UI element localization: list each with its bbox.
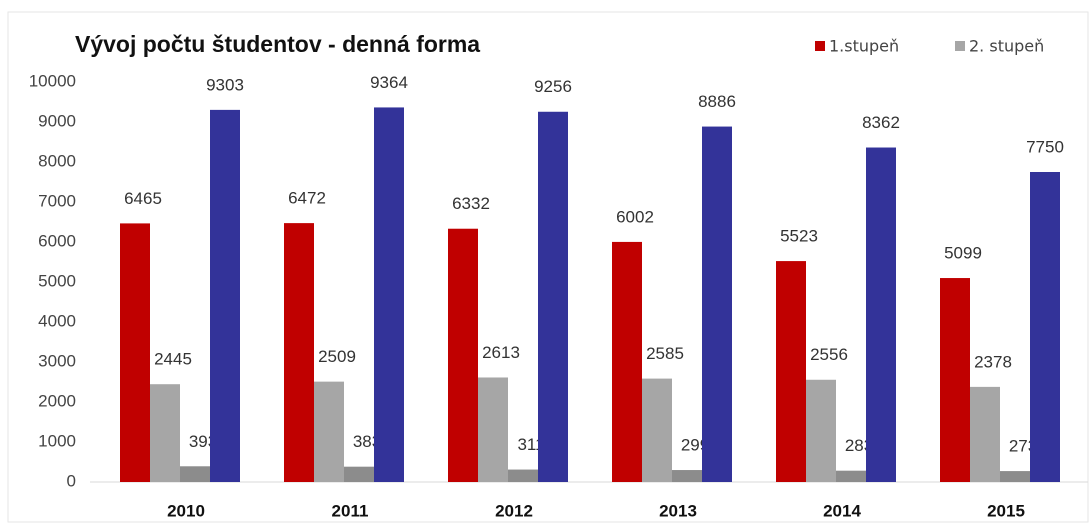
bar — [344, 466, 374, 482]
data-label: 8886 — [698, 92, 736, 111]
y-tick-label: 10000 — [29, 71, 76, 90]
data-label: 9256 — [534, 77, 572, 96]
x-tick-label: 2014 — [823, 501, 861, 520]
bar — [150, 384, 180, 482]
chart-title: Vývoj počtu študentov - denná forma — [75, 31, 480, 57]
bar — [1030, 172, 1060, 482]
y-tick-label: 9000 — [38, 111, 76, 130]
bar — [538, 111, 568, 482]
data-label: 6472 — [288, 189, 326, 208]
bar — [1000, 471, 1030, 482]
y-tick-label: 5000 — [38, 271, 76, 290]
bar — [612, 241, 642, 482]
bar — [940, 278, 970, 482]
bar — [776, 261, 806, 482]
bar — [374, 107, 404, 482]
bar — [120, 223, 150, 482]
x-tick-label: 2011 — [332, 501, 369, 520]
bar — [702, 126, 732, 482]
y-tick-label: 3000 — [38, 351, 76, 370]
bar — [866, 147, 896, 482]
data-label: 2613 — [482, 343, 520, 362]
y-tick-label: 4000 — [38, 311, 76, 330]
chart-border — [7, 11, 1089, 523]
data-label: 2556 — [810, 345, 848, 364]
bar — [448, 228, 478, 482]
bar — [836, 470, 866, 482]
bar — [478, 377, 508, 482]
data-label: 2509 — [318, 347, 356, 366]
y-tick-label: 2000 — [38, 391, 76, 410]
data-label: 2585 — [646, 344, 684, 363]
y-tick-label: 7000 — [38, 191, 76, 210]
bar — [672, 470, 702, 482]
y-tick-label: 8000 — [38, 151, 76, 170]
data-label: 2378 — [974, 352, 1012, 371]
y-tick-label: 0 — [67, 471, 76, 490]
data-label: 6465 — [124, 189, 162, 208]
x-tick-label: 2012 — [495, 501, 533, 520]
data-label: 6332 — [452, 194, 490, 213]
legend-swatch — [955, 41, 965, 51]
bar — [508, 469, 538, 482]
data-label: 6002 — [616, 207, 654, 226]
y-tick-label: 1000 — [38, 431, 76, 450]
data-label: 2445 — [154, 350, 192, 369]
data-label: 7750 — [1026, 137, 1064, 156]
bar — [180, 466, 210, 482]
data-label: 5523 — [780, 227, 818, 246]
bar — [314, 381, 344, 482]
legend-label: 1.stupeň — [829, 37, 899, 56]
bar — [642, 378, 672, 482]
data-label: 9303 — [206, 75, 244, 94]
x-tick-label: 2010 — [167, 501, 205, 520]
x-tick-label: 2015 — [987, 501, 1025, 520]
legend-swatch — [815, 41, 825, 51]
y-tick-label: 6000 — [38, 231, 76, 250]
data-label: 9364 — [370, 73, 408, 92]
bar — [210, 109, 240, 482]
legend-label: 2. stupeň — [969, 37, 1044, 56]
data-label: 311 — [517, 435, 544, 454]
data-label: 8362 — [862, 113, 900, 132]
data-label: 5099 — [944, 244, 982, 263]
bar — [806, 379, 836, 482]
bar — [284, 223, 314, 482]
x-tick-label: 2013 — [659, 501, 697, 520]
bar — [970, 386, 1000, 482]
